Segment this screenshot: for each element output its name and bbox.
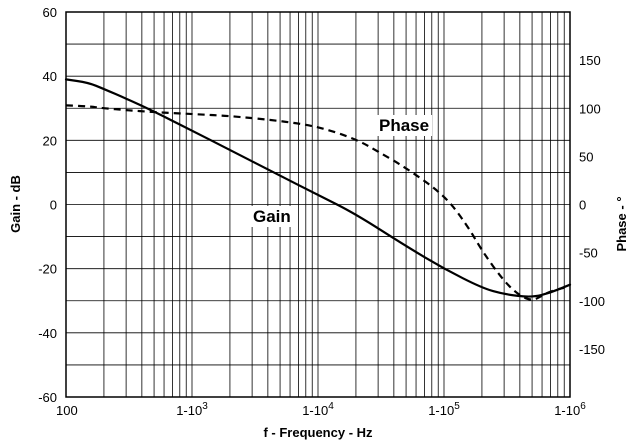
plot-frame bbox=[65, 11, 571, 398]
y2-axis-title: Phase - ° bbox=[614, 196, 628, 251]
y-tick-label: -60 bbox=[38, 390, 57, 405]
y2-tick-label: -100 bbox=[579, 294, 605, 309]
y-tick-label: 0 bbox=[50, 198, 57, 213]
y2-tick-label: 0 bbox=[579, 198, 586, 213]
gain-series-line bbox=[64, 78, 572, 298]
y-tick-label: 40 bbox=[43, 69, 57, 84]
annot-phase-background bbox=[376, 115, 433, 136]
y2-tick-label: 50 bbox=[579, 149, 593, 164]
series-layer bbox=[64, 78, 572, 301]
y2-tick-label: -50 bbox=[579, 246, 598, 261]
y-tick-label: -20 bbox=[38, 262, 57, 277]
x-tick-label: 100 bbox=[56, 403, 78, 418]
y-tick-label: 60 bbox=[43, 5, 57, 20]
y2-tick-label: 150 bbox=[579, 53, 601, 68]
annot-gain-background bbox=[250, 206, 294, 227]
y-axis-title: Gain - dB bbox=[8, 175, 23, 233]
y2-tick-label: 100 bbox=[579, 101, 601, 116]
x-axis-title: f - Frequency - Hz bbox=[263, 425, 373, 440]
x-tick-label: 1-106 bbox=[554, 401, 586, 418]
phase-series-line bbox=[65, 104, 571, 301]
tick-labels: 60 40 20 0 -20 -40 -60 150 100 50 0 -50 -100 -150 100 1… bbox=[38, 5, 605, 418]
annotation-gain: Gain bbox=[253, 207, 291, 226]
x-tick-label: 1-105 bbox=[428, 401, 460, 418]
y2-tick-label: -150 bbox=[579, 342, 605, 357]
grid bbox=[65, 11, 570, 398]
x-tick-label: 1-103 bbox=[176, 401, 208, 418]
y-tick-label: 20 bbox=[43, 133, 57, 148]
annotation-phase: Phase bbox=[379, 116, 429, 135]
x-tick-label: 1-104 bbox=[302, 401, 334, 418]
y-tick-label: -40 bbox=[38, 326, 57, 341]
